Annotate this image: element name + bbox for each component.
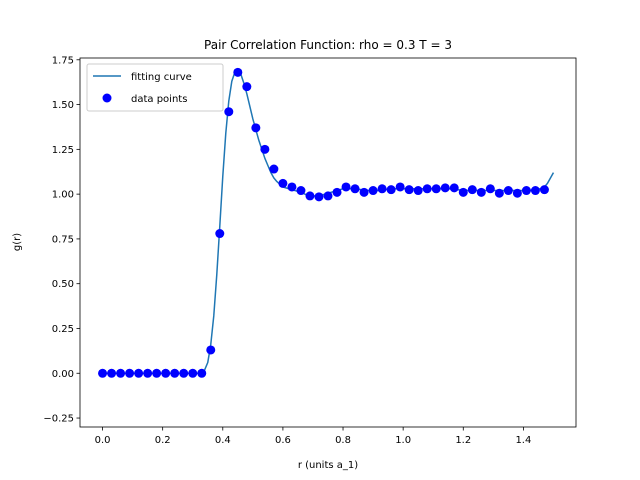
data-point bbox=[521, 186, 531, 196]
data-point bbox=[449, 183, 459, 193]
data-point bbox=[458, 187, 468, 197]
y-axis-label: g(r) bbox=[12, 233, 23, 251]
data-point bbox=[197, 368, 207, 378]
data-point bbox=[260, 144, 270, 154]
data-point bbox=[395, 182, 405, 192]
data-point bbox=[314, 192, 324, 202]
data-point bbox=[170, 368, 180, 378]
data-point bbox=[242, 82, 252, 92]
data-point bbox=[467, 185, 477, 195]
data-point bbox=[512, 188, 522, 198]
x-axis-ticks: 0.0 0.2 0.4 0.6 0.8 1.0 1.2 1.4 bbox=[95, 427, 531, 446]
data-point bbox=[323, 191, 333, 201]
x-tick-label: 1.0 bbox=[395, 435, 411, 446]
data-point bbox=[215, 229, 225, 239]
data-point bbox=[494, 188, 504, 198]
data-point bbox=[368, 186, 378, 196]
x-tick-label: 0.0 bbox=[95, 435, 111, 446]
x-tick-label: 0.8 bbox=[335, 435, 351, 446]
plot-frame bbox=[79, 57, 577, 428]
data-point bbox=[98, 368, 108, 378]
data-point bbox=[278, 178, 288, 188]
chart-title: Pair Correlation Function: rho = 0.3 T =… bbox=[204, 38, 452, 52]
y-tick-label: 0.50 bbox=[52, 279, 74, 290]
data-point bbox=[485, 184, 495, 194]
data-point bbox=[359, 187, 369, 197]
data-point bbox=[341, 182, 351, 192]
data-point bbox=[332, 187, 342, 197]
data-point bbox=[350, 184, 360, 194]
data-point bbox=[251, 123, 261, 133]
data-point bbox=[431, 184, 441, 194]
legend-marker-swatch bbox=[102, 93, 112, 103]
x-tick-label: 1.4 bbox=[515, 435, 531, 446]
x-tick-label: 0.2 bbox=[155, 435, 171, 446]
data-point bbox=[503, 186, 513, 196]
data-point bbox=[305, 191, 315, 201]
data-point bbox=[143, 368, 153, 378]
data-point bbox=[152, 368, 162, 378]
data-point bbox=[188, 368, 198, 378]
y-tick-label: −0.25 bbox=[43, 414, 74, 425]
y-tick-label: 0.25 bbox=[52, 324, 74, 335]
data-point bbox=[161, 368, 171, 378]
data-point bbox=[269, 164, 279, 174]
data-point bbox=[179, 368, 189, 378]
legend-label-data-points: data points bbox=[131, 94, 187, 105]
legend-label-fitting-curve: fitting curve bbox=[131, 72, 192, 83]
data-point bbox=[116, 368, 126, 378]
y-tick-label: 1.00 bbox=[52, 190, 74, 201]
data-point bbox=[530, 186, 540, 196]
data-point bbox=[404, 185, 414, 195]
legend: fitting curve data points bbox=[86, 63, 224, 112]
data-point bbox=[287, 182, 297, 192]
data-point bbox=[476, 187, 486, 197]
data-point bbox=[206, 345, 216, 355]
x-tick-label: 1.2 bbox=[455, 435, 471, 446]
points-layer bbox=[98, 67, 549, 378]
data-point bbox=[386, 185, 396, 195]
data-point bbox=[125, 368, 135, 378]
x-axis-label: r (units a_1) bbox=[298, 460, 358, 471]
data-point bbox=[539, 185, 549, 195]
data-point bbox=[413, 186, 423, 196]
data-point bbox=[422, 184, 432, 194]
plot-area bbox=[98, 67, 555, 378]
y-tick-label: 0.00 bbox=[52, 369, 74, 380]
data-point bbox=[134, 368, 144, 378]
y-tick-label: 1.75 bbox=[52, 55, 74, 66]
y-tick-label: 0.75 bbox=[52, 234, 74, 245]
data-point bbox=[296, 186, 306, 196]
data-point bbox=[224, 107, 234, 117]
x-tick-label: 0.6 bbox=[275, 435, 291, 446]
data-point bbox=[233, 67, 243, 77]
data-point bbox=[377, 184, 387, 194]
x-tick-label: 0.4 bbox=[215, 435, 231, 446]
y-tick-label: 1.25 bbox=[52, 145, 74, 156]
y-tick-label: 1.50 bbox=[52, 100, 74, 111]
data-point bbox=[107, 368, 117, 378]
data-point bbox=[440, 183, 450, 193]
y-axis-ticks: −0.25 0.00 0.25 0.50 0.75 1.00 1.25 1.50 1.75 bbox=[43, 55, 80, 425]
